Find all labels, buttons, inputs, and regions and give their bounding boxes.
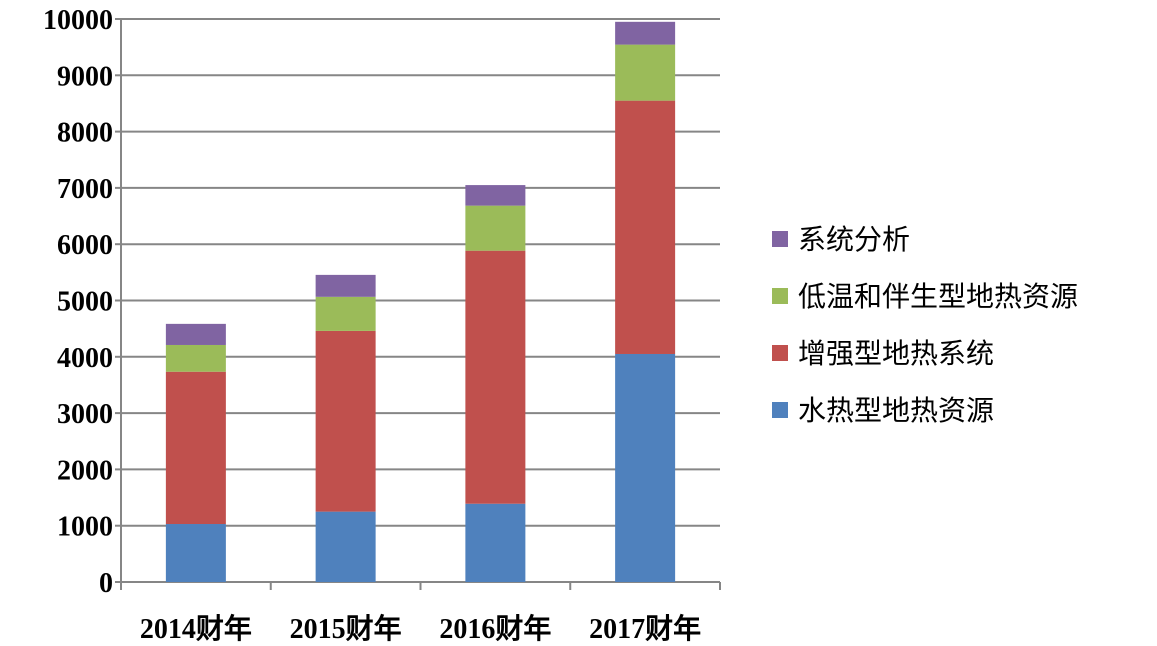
y-tick-label: 4000 xyxy=(57,343,113,374)
bar-segment-1-1 xyxy=(315,330,376,512)
bar-segment-2-3 xyxy=(615,44,676,101)
y-tick-label: 3000 xyxy=(57,399,113,430)
legend-swatch xyxy=(772,231,788,247)
y-tick-label: 2000 xyxy=(57,455,113,486)
bar-segment-3-0 xyxy=(165,323,226,345)
x-tick-label: 2014财年 xyxy=(140,612,252,645)
bar-segment-2-0 xyxy=(165,344,226,372)
y-tick-label: 8000 xyxy=(57,118,113,149)
legend-swatch xyxy=(772,402,788,418)
y-tick-label: 6000 xyxy=(57,230,113,261)
y-tick-label: 1000 xyxy=(57,512,113,543)
y-tick-label: 0 xyxy=(99,568,113,599)
bar-segment-0-2 xyxy=(465,503,526,582)
legend-label: 水热型地热资源 xyxy=(798,394,994,427)
y-tick-label: 9000 xyxy=(57,61,113,92)
y-tick-label: 10000 xyxy=(43,5,113,36)
bar-segment-3-3 xyxy=(615,21,676,45)
bar-segment-1-3 xyxy=(615,100,676,354)
bar-segment-1-0 xyxy=(165,371,226,525)
x-tick-label: 2015财年 xyxy=(290,612,402,645)
bar-segment-1-2 xyxy=(465,250,526,504)
bar-segment-0-3 xyxy=(615,353,676,582)
bar-segment-0-0 xyxy=(165,524,226,582)
legend-label: 系统分析 xyxy=(798,223,910,256)
x-tick-label: 2017财年 xyxy=(589,612,701,645)
bar-segment-2-1 xyxy=(315,296,376,331)
bar-segment-2-2 xyxy=(465,205,526,251)
legend-swatch xyxy=(772,345,788,361)
legend-swatch xyxy=(772,288,788,304)
bar-segment-3-1 xyxy=(315,274,376,297)
y-tick-label: 5000 xyxy=(57,287,113,318)
y-tick-label: 7000 xyxy=(57,174,113,205)
x-tick-label: 2016财年 xyxy=(439,612,551,645)
legend-label: 增强型地热系统 xyxy=(798,337,994,370)
bar-segment-0-1 xyxy=(315,511,376,582)
legend-label: 低温和伴生型地热资源 xyxy=(798,280,1078,313)
bar-segment-3-2 xyxy=(465,185,526,206)
